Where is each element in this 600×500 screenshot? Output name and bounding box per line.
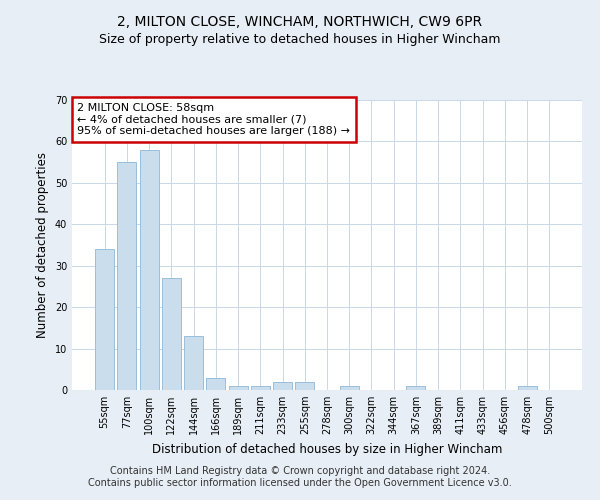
- Text: 2, MILTON CLOSE, WINCHAM, NORTHWICH, CW9 6PR: 2, MILTON CLOSE, WINCHAM, NORTHWICH, CW9…: [118, 15, 482, 29]
- Bar: [229, 386, 248, 390]
- X-axis label: Distribution of detached houses by size in Higher Wincham: Distribution of detached houses by size …: [152, 442, 502, 456]
- Bar: [518, 386, 536, 390]
- Text: Contains HM Land Registry data © Crown copyright and database right 2024.
Contai: Contains HM Land Registry data © Crown c…: [88, 466, 512, 487]
- Bar: [140, 150, 158, 390]
- Y-axis label: Number of detached properties: Number of detached properties: [36, 152, 49, 338]
- Bar: [406, 386, 425, 390]
- Bar: [295, 382, 314, 390]
- Bar: [206, 378, 225, 390]
- Text: Size of property relative to detached houses in Higher Wincham: Size of property relative to detached ho…: [99, 32, 501, 46]
- Text: 2 MILTON CLOSE: 58sqm
← 4% of detached houses are smaller (7)
95% of semi-detach: 2 MILTON CLOSE: 58sqm ← 4% of detached h…: [77, 103, 350, 136]
- Bar: [251, 386, 270, 390]
- Bar: [95, 249, 114, 390]
- Bar: [184, 336, 203, 390]
- Bar: [340, 386, 359, 390]
- Bar: [273, 382, 292, 390]
- Bar: [162, 278, 181, 390]
- Bar: [118, 162, 136, 390]
